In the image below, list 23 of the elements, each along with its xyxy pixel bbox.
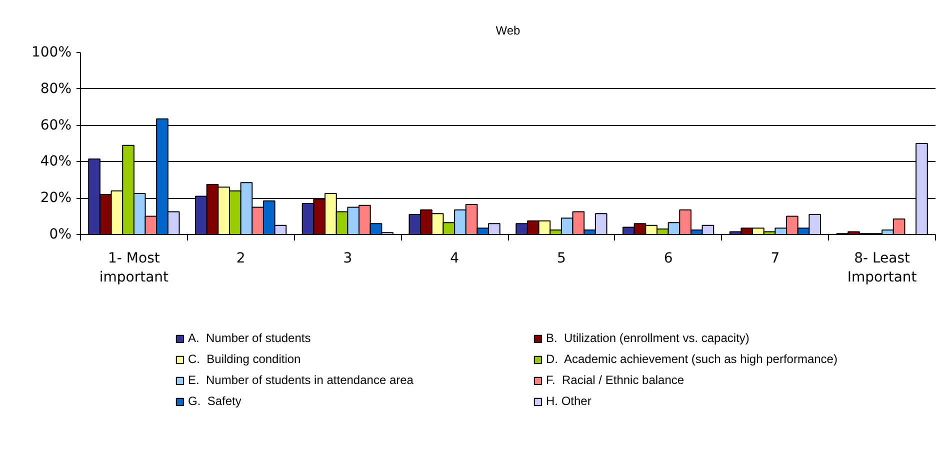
- y-tick-label: 20%: [40, 190, 72, 206]
- chart-title: Web: [496, 24, 521, 38]
- legend-label: A. Number of students: [188, 331, 312, 345]
- x-tick-label: 1- Most important: [99, 250, 170, 286]
- legend-label: D. Academic achievement (such as high performance): [546, 352, 838, 366]
- x-tick-label: 7: [770, 250, 780, 266]
- y-tick-label: 60%: [40, 117, 72, 134]
- y-tick-label: 100%: [31, 44, 72, 60]
- y-tick-label: 80%: [40, 80, 72, 97]
- legend-label: G. Safety: [188, 394, 242, 408]
- x-tick-label: 8- Least Important: [847, 250, 918, 286]
- legend-label: F. Racial / Ethnic balance: [546, 373, 686, 387]
- x-tick-label: 2: [236, 250, 246, 266]
- legend-label: H. Other: [546, 394, 592, 408]
- legend-label: C. Building condition: [188, 352, 302, 366]
- y-tick-label: 40%: [40, 154, 72, 170]
- legend-label: E. Number of students in attendance area: [188, 373, 414, 387]
- y-tick-label: 0%: [49, 226, 72, 242]
- x-tick-label: 6: [664, 250, 673, 266]
- x-tick-label: 5: [556, 250, 566, 266]
- legend-label: B. Utilization (enrollment vs. capacity): [546, 331, 750, 345]
- x-tick-label: 3: [343, 250, 352, 266]
- x-tick-label: 4: [450, 250, 460, 266]
